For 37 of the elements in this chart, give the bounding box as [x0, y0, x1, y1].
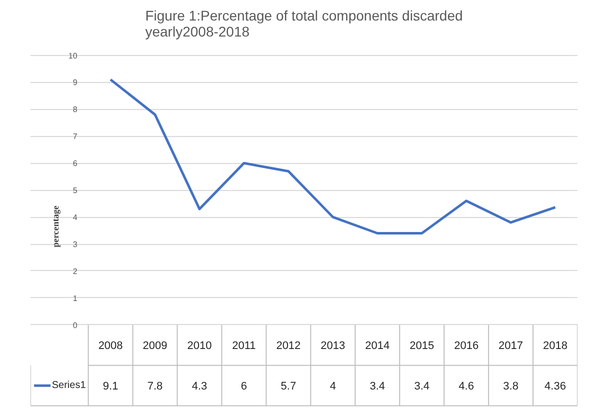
- x-tick-label: 2014: [365, 340, 390, 352]
- x-tick-label: 2016: [454, 340, 479, 352]
- data-label: 7.8: [147, 380, 163, 393]
- x-tick-label: 2009: [142, 340, 168, 352]
- x-tick-label: 2012: [276, 340, 301, 352]
- y-tick-label: 5: [72, 186, 78, 196]
- line-series: [109, 78, 557, 234]
- data-label: 4.3: [192, 380, 208, 393]
- x-tick-label: 2018: [543, 340, 568, 352]
- y-tick-label: 2: [72, 266, 78, 276]
- y-axis-title: percentage: [50, 206, 61, 248]
- y-tick-label: 3: [72, 240, 78, 250]
- y-tick-label: 4: [72, 213, 78, 222]
- y-tick-label: 10: [68, 51, 78, 60]
- chart-title: Figure 1:Percentage of total components discarded yearly2008-2018: [145, 8, 463, 40]
- data-label: 3.8: [503, 380, 518, 393]
- x-tick-label: 2013: [320, 340, 346, 352]
- x-tick-label: 2017: [498, 340, 524, 352]
- x-tick-label: 2011: [232, 340, 256, 352]
- y-tick-label: 8: [72, 105, 78, 114]
- y-tick-label: 0: [72, 320, 78, 330]
- y-tick-label: 7: [72, 132, 78, 142]
- data-label: 9.1: [102, 380, 118, 393]
- data-label: 4.36: [544, 380, 566, 393]
- data-label: 4: [330, 380, 336, 393]
- data-label: 6: [240, 380, 248, 393]
- x-tick-label: 2010: [187, 340, 212, 352]
- data-label: 3.4: [414, 380, 430, 393]
- legend-label: Series1: [52, 380, 86, 392]
- x-tick-label: 2015: [410, 340, 434, 352]
- y-tick-label: 1: [72, 294, 78, 303]
- y-tick-label: 9: [72, 78, 78, 88]
- data-label: 4.6: [458, 380, 474, 393]
- y-tick-label: 6: [72, 159, 78, 168]
- x-tick-label: 2008: [98, 340, 123, 352]
- data-label: 5.7: [280, 380, 296, 393]
- data-label: 3.4: [370, 380, 386, 393]
